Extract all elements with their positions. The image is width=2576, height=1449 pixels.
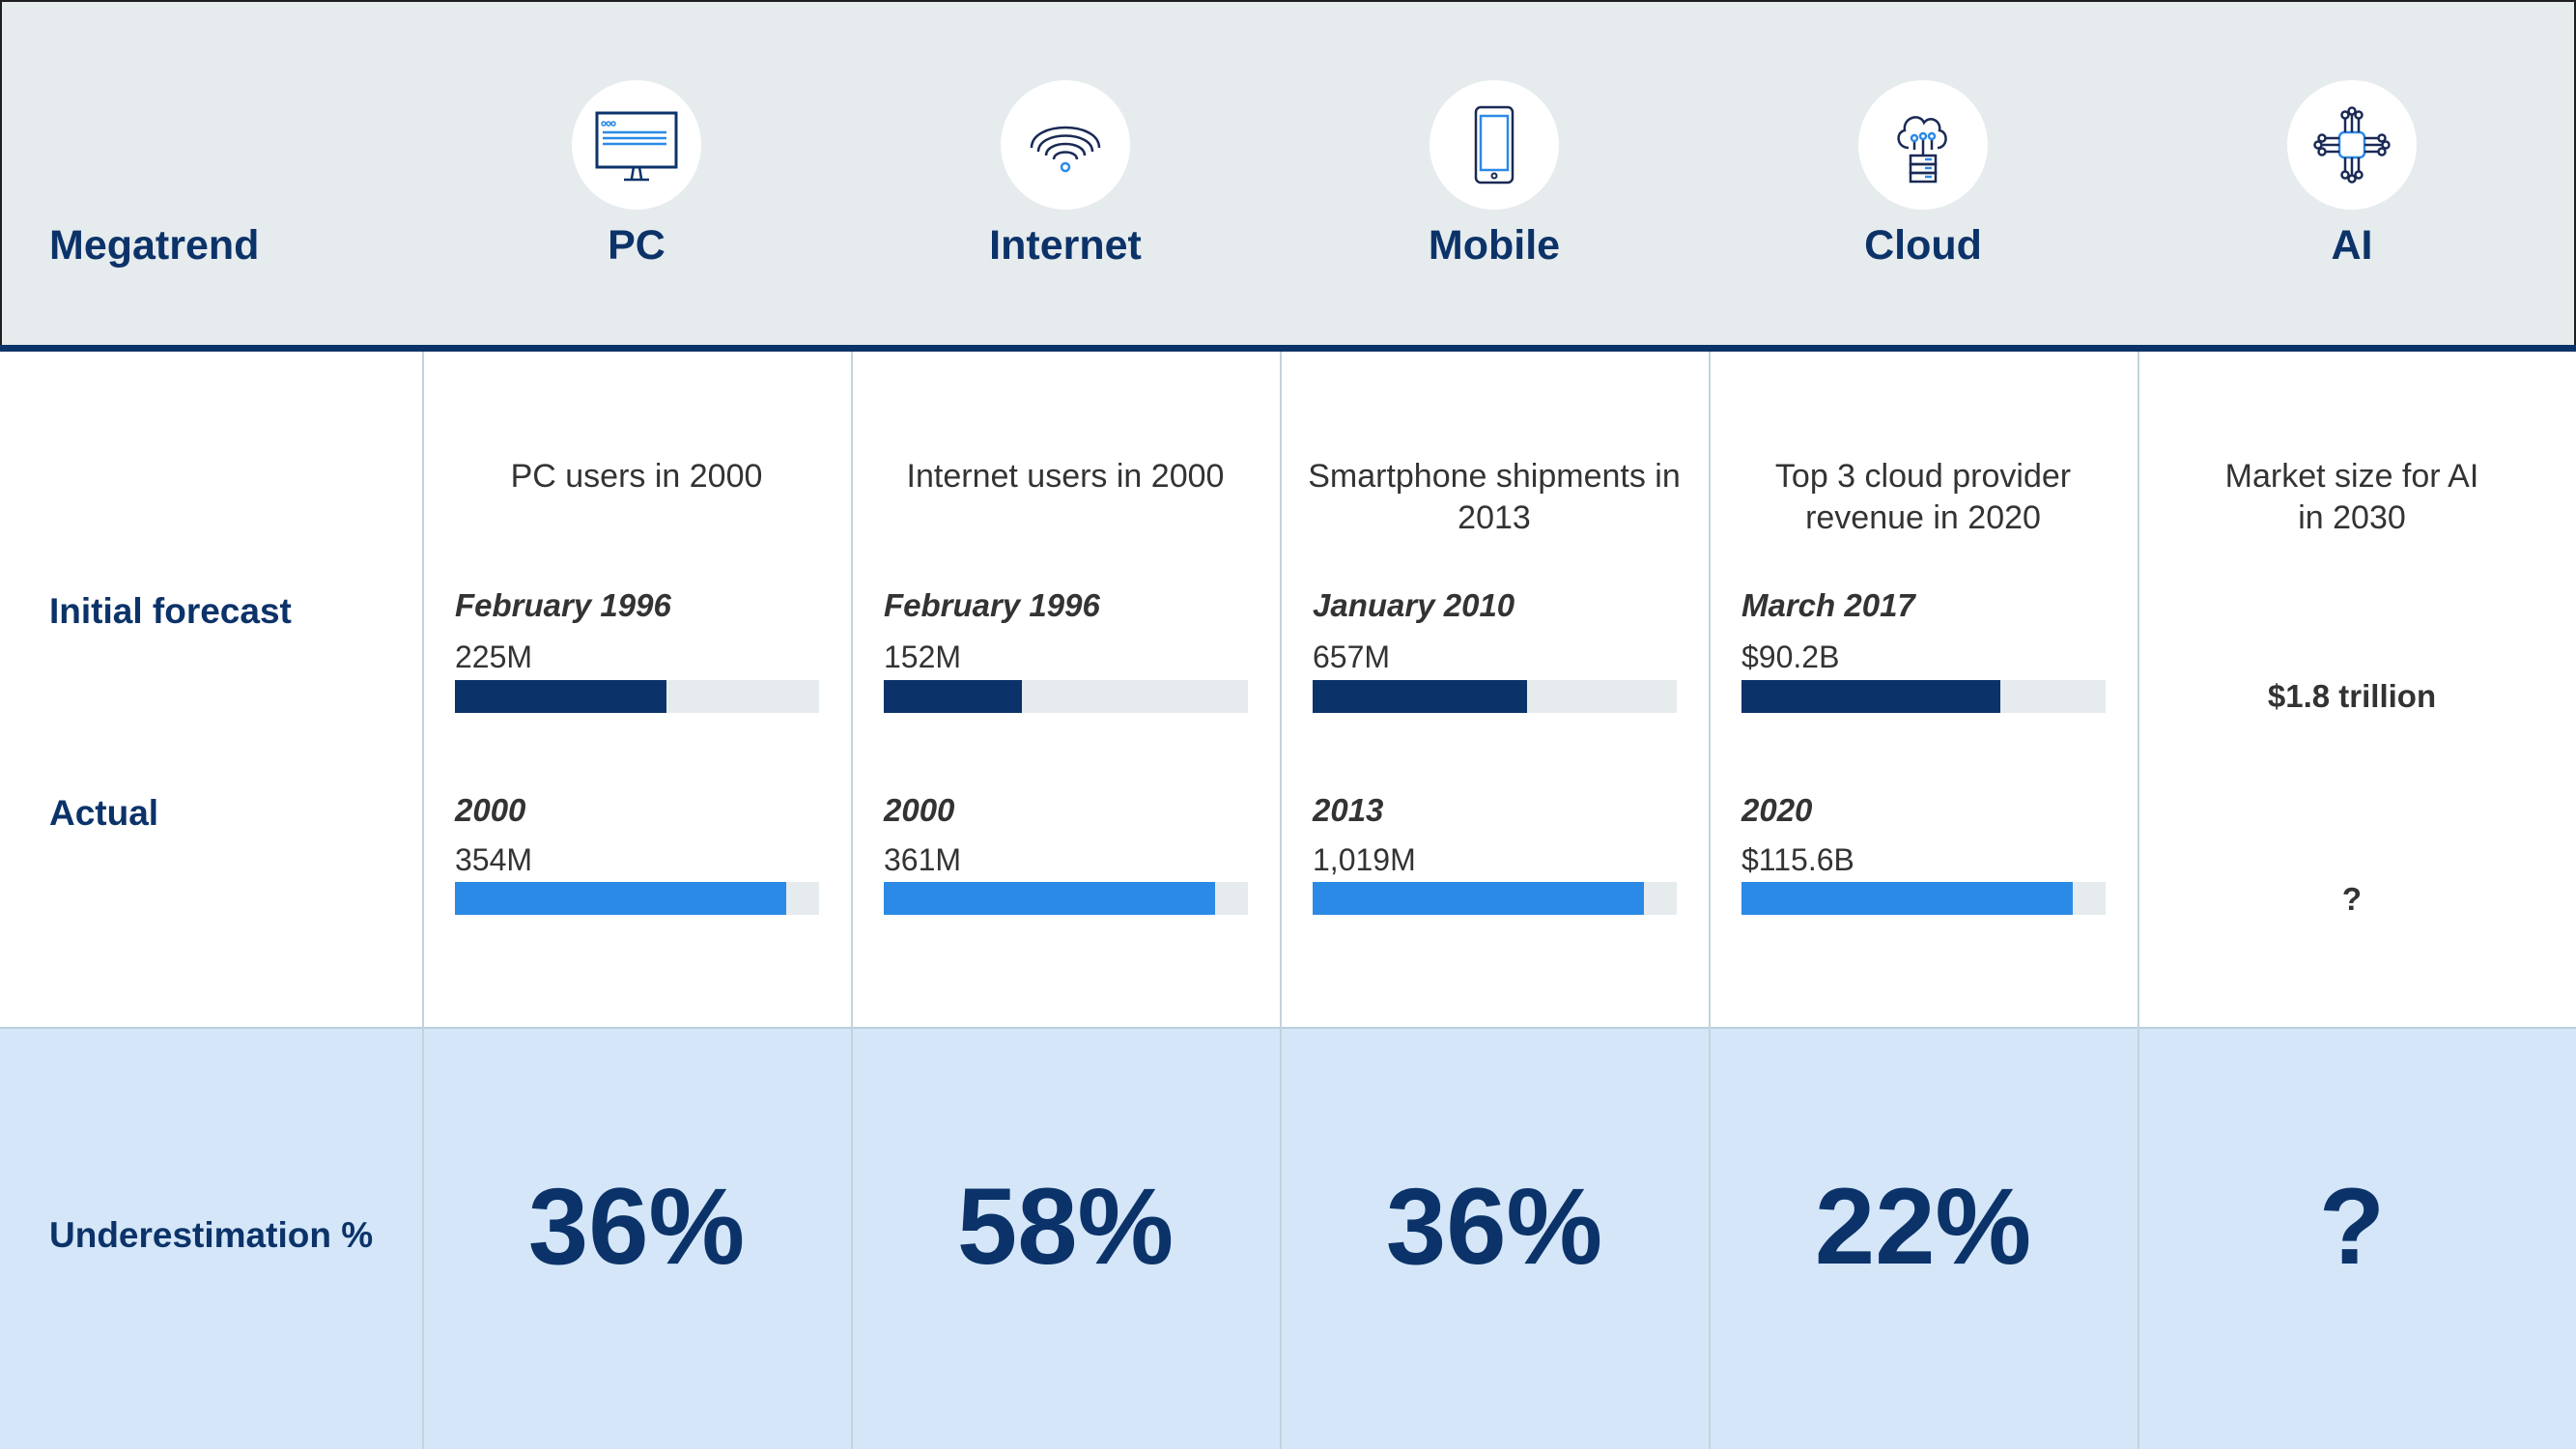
actual-bar [455, 882, 819, 915]
forecast-bar [1313, 680, 1677, 713]
actual-date: 2000 [884, 792, 955, 828]
megatrend-title: Cloud [1864, 222, 1982, 269]
metric-subtitle: Top 3 cloud provider revenue in 2020 [1774, 458, 2072, 536]
forecast-date: February 1996 [884, 587, 1100, 623]
underestimation-value: 58% [956, 1166, 1175, 1287]
underestimation-value: 22% [1814, 1166, 2032, 1287]
column-divider [422, 352, 424, 1449]
forecast-value: 152M [884, 639, 962, 674]
actual-value: 354M [455, 842, 533, 877]
actual-label: Actual [49, 793, 159, 833]
actual-bar-fill [1313, 882, 1645, 915]
forecast-date: February 1996 [455, 587, 671, 623]
ai-forecast-value: $1.8 trillion [2267, 678, 2437, 714]
ai-chip-icon [2287, 80, 2417, 210]
metric-subtitle: PC users in 2000 [510, 458, 763, 495]
megatrend-title: Internet [989, 222, 1142, 269]
forecast-bar-fill [1741, 680, 2000, 713]
column-divider [851, 352, 853, 1449]
megatrend-label: Megatrend [49, 222, 260, 269]
monitor-icon [572, 80, 701, 210]
actual-bar [884, 882, 1248, 915]
metric-subtitle: Smartphone shipments in 2013 [1308, 458, 1681, 536]
forecast-bar [884, 680, 1248, 713]
metric-subtitle: Internet users in 2000 [906, 458, 1225, 495]
megatrend-title: Mobile [1428, 222, 1561, 269]
ai-subtitle: Market size for AI in 2030 [2224, 458, 2479, 536]
smartphone-icon [1430, 80, 1559, 210]
forecast-value: 225M [455, 639, 533, 674]
forecast-bar-fill [1313, 680, 1528, 713]
column-divider [1709, 352, 1711, 1449]
forecast-bar [455, 680, 819, 713]
actual-bar-fill [455, 882, 787, 915]
actual-date: 2020 [1741, 792, 1813, 828]
actual-bar [1741, 882, 2106, 915]
megatrend-column: Top 3 cloud provider revenue in 2020 Mar… [1709, 352, 2137, 1027]
actual-value: 361M [884, 842, 962, 877]
actual-value: $115.6B [1741, 842, 1854, 877]
underestimation-label: Underestimation % [49, 1215, 374, 1255]
forecast-bar [1741, 680, 2106, 713]
forecast-value: 657M [1313, 639, 1391, 674]
actual-date: 2000 [455, 792, 526, 828]
megatrend-column: Internet users in 2000 February 1996 152… [851, 352, 1280, 1027]
actual-bar-fill [884, 882, 1216, 915]
actual-bar-fill [1741, 882, 2074, 915]
megatrend-column: Smartphone shipments in 2013 January 201… [1280, 352, 1709, 1027]
forecast-bar-fill [884, 680, 1023, 713]
column-divider [1280, 352, 1282, 1449]
megatrend-title: PC [608, 222, 665, 269]
initial-forecast-label: Initial forecast [49, 591, 292, 631]
forecast-value: $90.2B [1741, 639, 1840, 674]
forecast-bar-fill [455, 680, 666, 713]
ai-underestimation: ? [2318, 1166, 2386, 1287]
actual-date: 2013 [1313, 792, 1384, 828]
forecast-date: March 2017 [1741, 587, 1915, 623]
actual-value: 1,019M [1313, 842, 1416, 877]
megatrend-column: PC users in 2000 February 1996 225M 2000… [422, 352, 851, 1027]
header-row [0, 0, 2576, 348]
actual-bar [1313, 882, 1677, 915]
column-divider [2137, 352, 2139, 1449]
underestimation-value: 36% [527, 1166, 746, 1287]
header-divider [0, 345, 2576, 352]
underestimation-value: 36% [1385, 1166, 1603, 1287]
ai-title: AI [2331, 222, 2373, 269]
forecast-date: January 2010 [1313, 587, 1515, 623]
wifi-icon [1001, 80, 1130, 210]
underestimation-band [0, 1027, 2576, 1449]
cloud-server-icon [1858, 80, 1988, 210]
ai-actual-value: ? [2341, 881, 2363, 917]
ai-column: Market size for AI in 2030 [2137, 352, 2566, 1027]
